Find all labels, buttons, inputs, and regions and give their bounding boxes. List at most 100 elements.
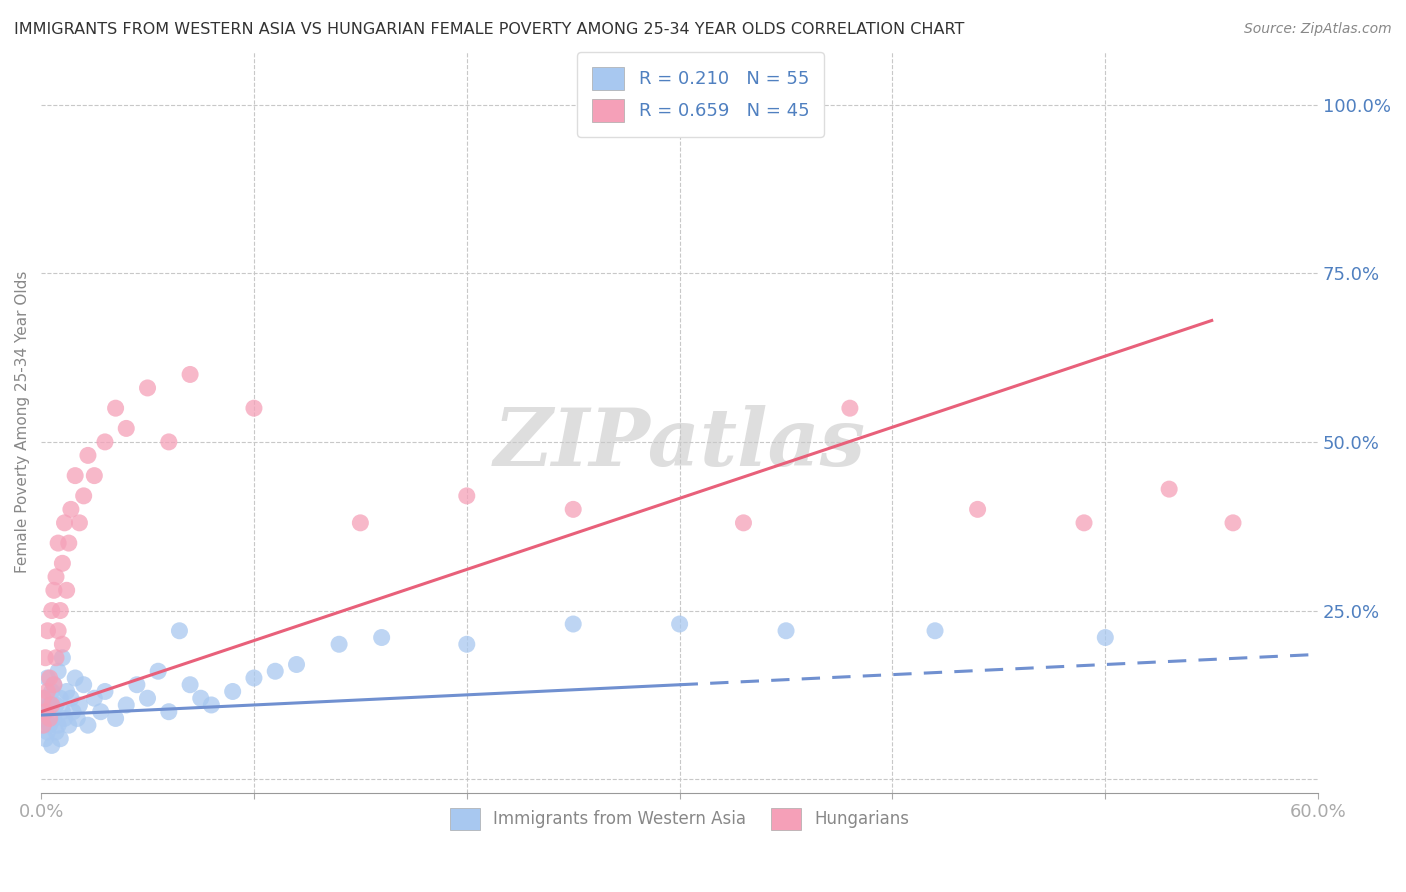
- Point: [37, 705, 59, 719]
- Point: [37, 671, 59, 685]
- Point: [42, 583, 65, 598]
- Point: [42, 678, 65, 692]
- Point: [46, 624, 69, 638]
- Point: [221, 684, 243, 698]
- Point: [77, 718, 100, 732]
- Point: [34, 691, 56, 706]
- Text: Source: ZipAtlas.com: Source: ZipAtlas.com: [1244, 22, 1392, 37]
- Point: [1073, 516, 1095, 530]
- Point: [32, 718, 55, 732]
- Point: [456, 637, 478, 651]
- Point: [53, 711, 76, 725]
- Point: [49, 691, 72, 706]
- Point: [41, 684, 63, 698]
- Point: [41, 739, 63, 753]
- Point: [59, 691, 82, 706]
- Point: [179, 678, 201, 692]
- Point: [45, 650, 67, 665]
- Point: [46, 665, 69, 679]
- Point: [90, 705, 112, 719]
- Point: [46, 536, 69, 550]
- Point: [838, 401, 860, 416]
- Point: [38, 718, 60, 732]
- Point: [285, 657, 308, 672]
- Point: [34, 705, 56, 719]
- Point: [51, 637, 73, 651]
- Point: [37, 684, 59, 698]
- Point: [67, 698, 90, 712]
- Point: [924, 624, 946, 638]
- Point: [73, 678, 96, 692]
- Point: [58, 718, 80, 732]
- Point: [94, 684, 117, 698]
- Point: [67, 516, 90, 530]
- Point: [136, 691, 159, 706]
- Point: [136, 381, 159, 395]
- Point: [1222, 516, 1244, 530]
- Point: [169, 624, 191, 638]
- Point: [179, 368, 201, 382]
- Text: ZIPatlas: ZIPatlas: [494, 405, 866, 483]
- Point: [77, 449, 100, 463]
- Point: [104, 711, 127, 725]
- Point: [562, 617, 585, 632]
- Point: [94, 434, 117, 449]
- Point: [146, 665, 169, 679]
- Point: [200, 698, 222, 712]
- Point: [775, 624, 797, 638]
- Y-axis label: Female Poverty Among 25-34 Year Olds: Female Poverty Among 25-34 Year Olds: [15, 270, 30, 573]
- Point: [370, 631, 392, 645]
- Point: [104, 401, 127, 416]
- Point: [32, 711, 55, 725]
- Point: [49, 603, 72, 617]
- Point: [38, 671, 60, 685]
- Point: [45, 725, 67, 739]
- Point: [66, 711, 89, 725]
- Point: [243, 671, 266, 685]
- Point: [966, 502, 988, 516]
- Point: [59, 502, 82, 516]
- Point: [34, 731, 56, 746]
- Point: [349, 516, 371, 530]
- Point: [58, 536, 80, 550]
- Point: [51, 650, 73, 665]
- Point: [83, 468, 105, 483]
- Point: [456, 489, 478, 503]
- Point: [157, 434, 180, 449]
- Point: [42, 678, 65, 692]
- Point: [46, 718, 69, 732]
- Point: [53, 516, 76, 530]
- Point: [668, 617, 690, 632]
- Point: [83, 691, 105, 706]
- Point: [243, 401, 266, 416]
- Point: [668, 97, 690, 112]
- Point: [125, 678, 148, 692]
- Point: [115, 698, 138, 712]
- Point: [157, 705, 180, 719]
- Point: [49, 731, 72, 746]
- Point: [51, 557, 73, 571]
- Point: [41, 698, 63, 712]
- Point: [62, 705, 84, 719]
- Point: [37, 624, 59, 638]
- Point: [264, 665, 287, 679]
- Point: [32, 691, 55, 706]
- Point: [34, 650, 56, 665]
- Point: [37, 725, 59, 739]
- Point: [328, 637, 350, 651]
- Point: [190, 691, 212, 706]
- Point: [733, 516, 755, 530]
- Point: [51, 705, 73, 719]
- Point: [45, 570, 67, 584]
- Legend: Immigrants from Western Asia, Hungarians: Immigrants from Western Asia, Hungarians: [443, 802, 917, 837]
- Point: [42, 711, 65, 725]
- Point: [63, 671, 86, 685]
- Point: [38, 711, 60, 725]
- Point: [1094, 631, 1116, 645]
- Point: [1159, 482, 1181, 496]
- Point: [55, 583, 77, 598]
- Text: IMMIGRANTS FROM WESTERN ASIA VS HUNGARIAN FEMALE POVERTY AMONG 25-34 YEAR OLDS C: IMMIGRANTS FROM WESTERN ASIA VS HUNGARIA…: [14, 22, 965, 37]
- Point: [38, 698, 60, 712]
- Point: [41, 603, 63, 617]
- Point: [45, 698, 67, 712]
